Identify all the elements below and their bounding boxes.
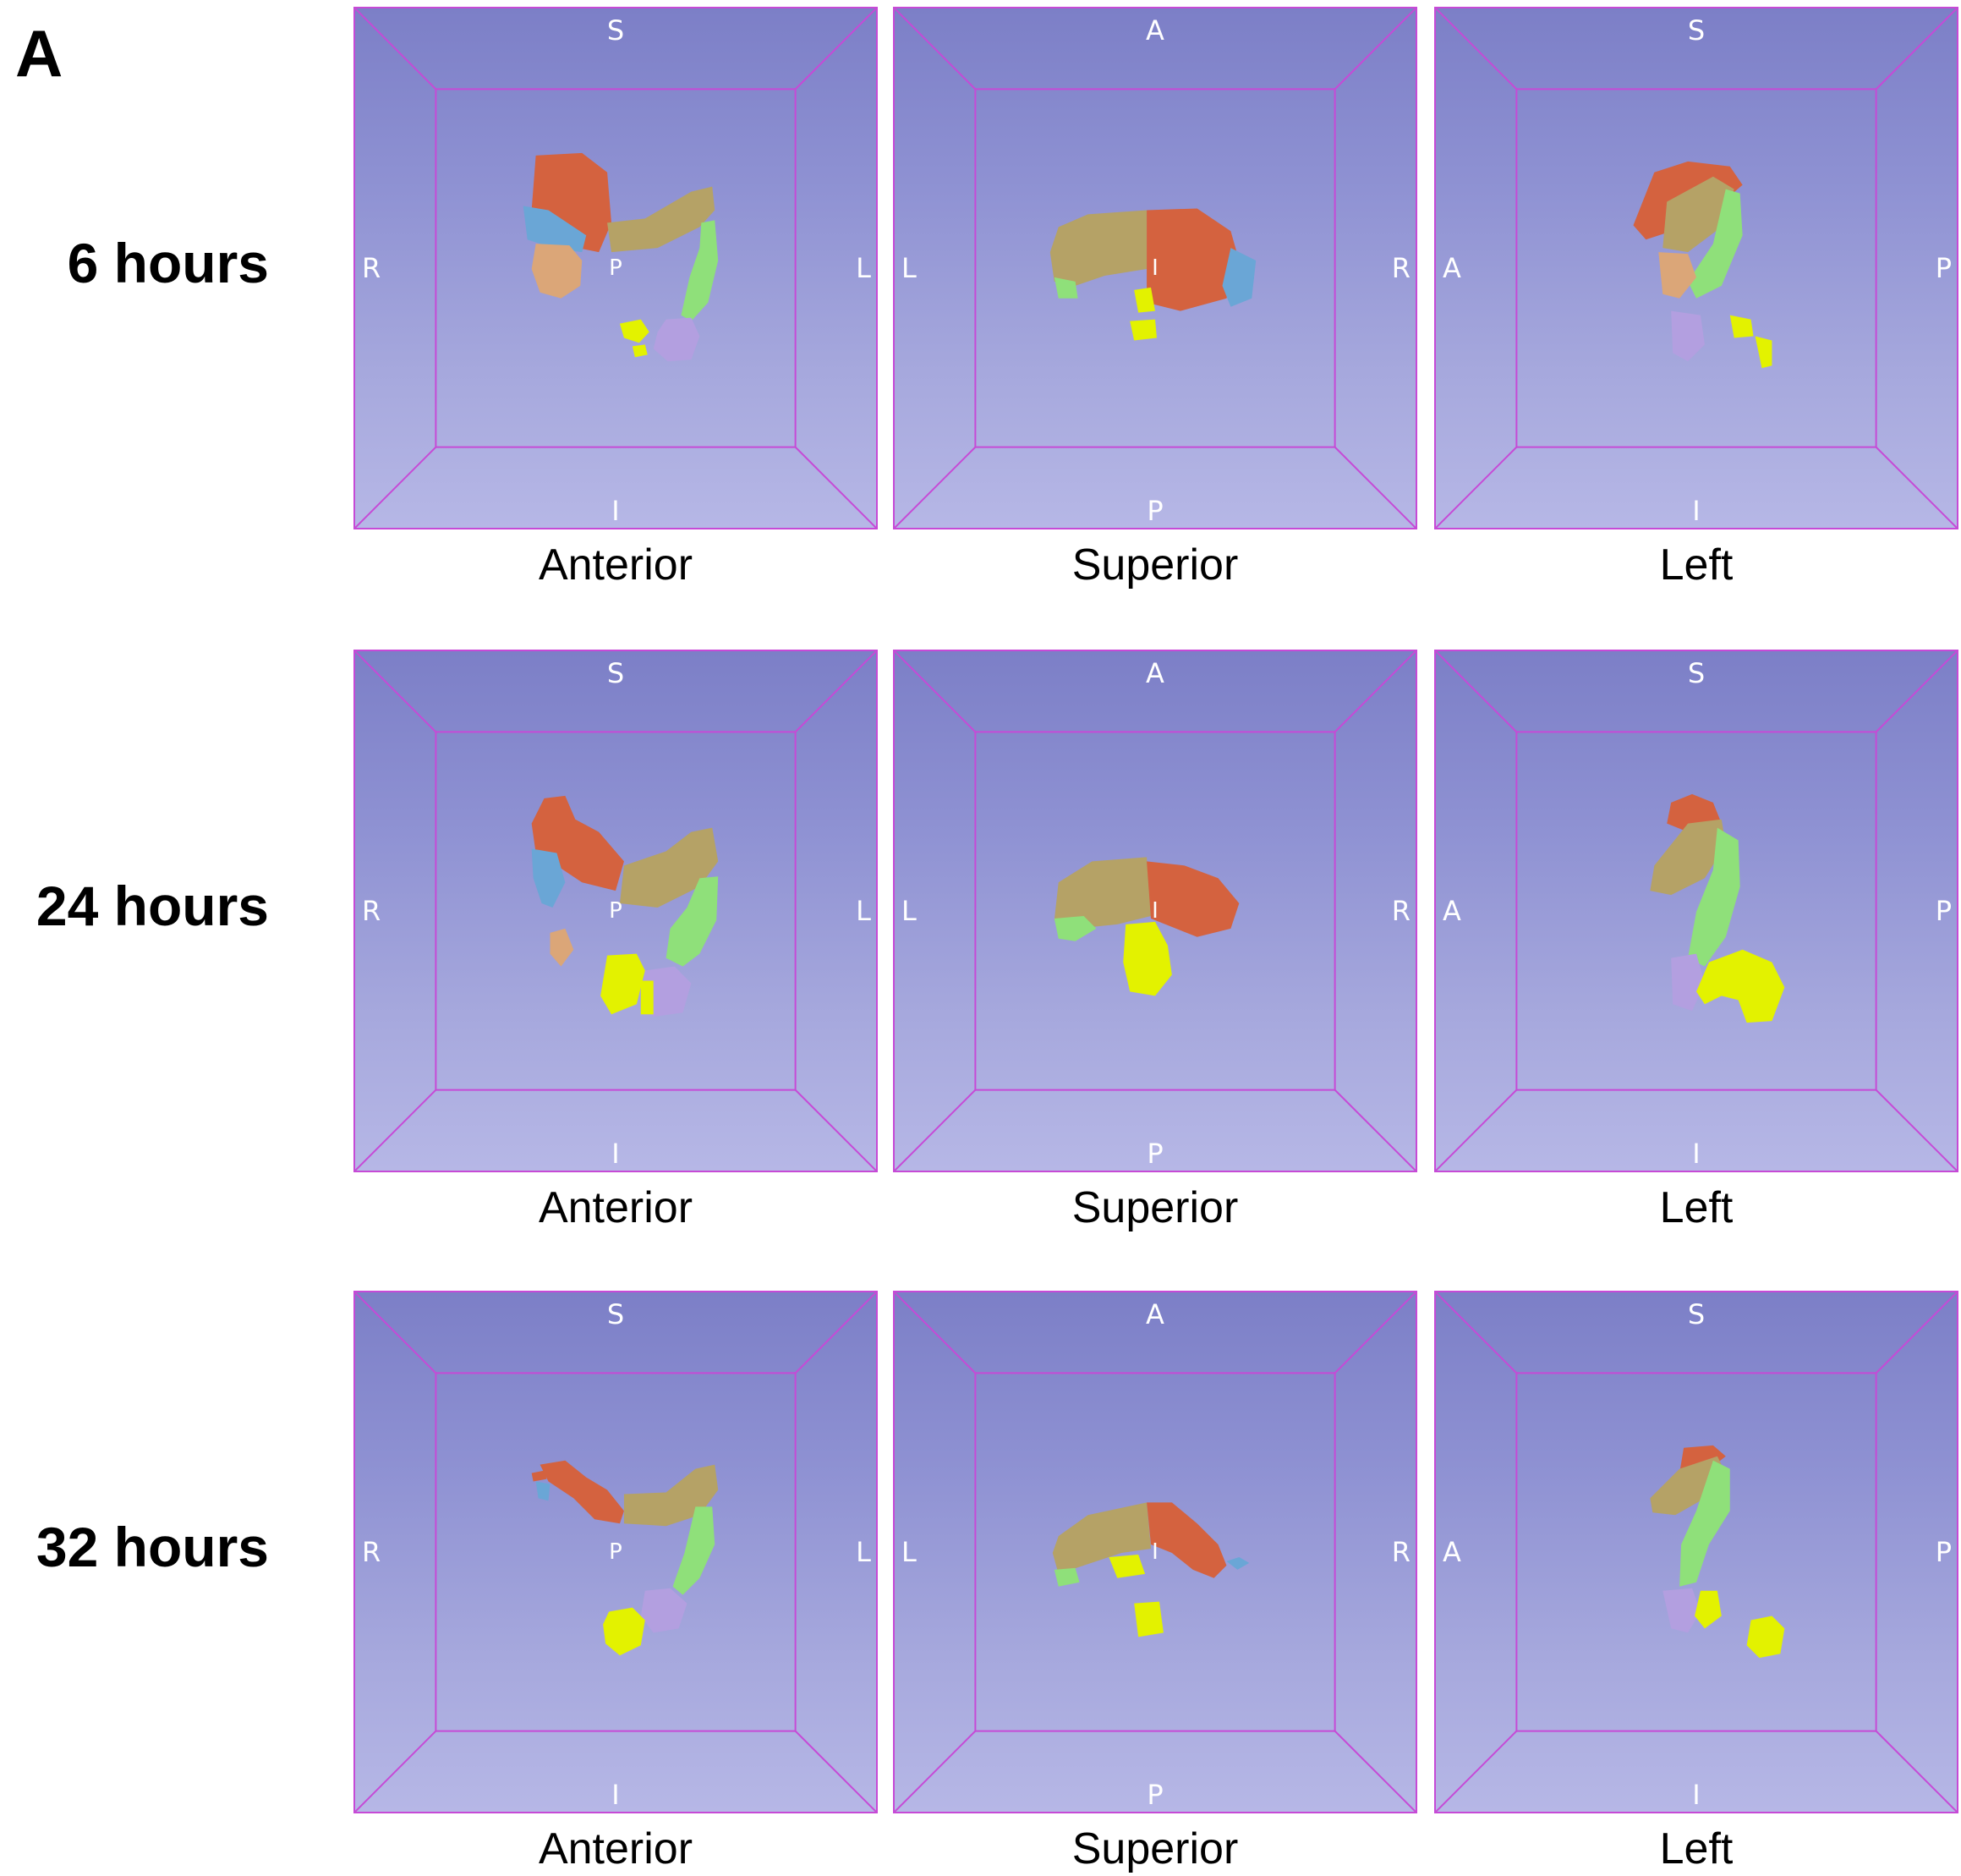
orientation-label-right: L <box>856 895 871 927</box>
segmentation-render <box>531 795 719 1018</box>
orientation-label-right: R <box>1391 252 1410 284</box>
view-32h-left: S I A P <box>1434 1291 1958 1813</box>
orientation-label-bottom: P <box>1147 1779 1164 1811</box>
perspective-frame <box>1436 1292 1957 1812</box>
orientation-label-bottom: I <box>1692 1779 1701 1811</box>
orientation-label-top: S <box>606 657 625 689</box>
view-32h-superior: A P L R I <box>893 1291 1417 1813</box>
orientation-label-left: R <box>362 1536 381 1568</box>
view-caption: Superior <box>1071 1824 1239 1873</box>
orientation-label-top: S <box>1687 1298 1706 1330</box>
view-caption: Left <box>1659 1824 1734 1873</box>
view-caption: Anterior <box>538 1183 693 1232</box>
orientation-label-top: A <box>1146 1298 1164 1330</box>
row-label-32-hours: 32 hours <box>36 1516 269 1578</box>
orientation-label-left: L <box>901 252 917 284</box>
view-caption: Anterior <box>538 1824 693 1873</box>
view-caption: Left <box>1659 540 1734 590</box>
segmentation-render <box>523 152 719 362</box>
perspective-frame <box>895 651 1416 1171</box>
view-6h-superior: A P L R I <box>893 7 1417 529</box>
view-6h-anterior: S I R L P <box>353 7 878 529</box>
orientation-label-left: L <box>901 1536 917 1568</box>
view-caption: Anterior <box>538 540 693 590</box>
orientation-label-center: I <box>1152 255 1159 281</box>
orientation-label-top: S <box>1687 657 1706 689</box>
segmentation-render <box>531 1460 719 1656</box>
perspective-frame <box>895 1292 1416 1812</box>
orientation-label-center: P <box>609 898 622 924</box>
orientation-label-right: P <box>1935 1536 1952 1568</box>
orientation-label-center: I <box>1152 898 1159 924</box>
orientation-label-right: L <box>856 252 871 284</box>
orientation-label-right: R <box>1391 1536 1410 1568</box>
segmentation-render <box>1054 857 1240 996</box>
orientation-label-bottom: P <box>1147 1138 1164 1170</box>
orientation-label-right: P <box>1935 252 1952 284</box>
orientation-label-bottom: I <box>611 1779 620 1811</box>
orientation-label-center: I <box>1152 1539 1159 1565</box>
panel-letter: A <box>15 16 63 91</box>
orientation-label-left: R <box>362 895 381 927</box>
orientation-label-right: R <box>1391 895 1410 927</box>
view-caption: Superior <box>1071 1183 1239 1232</box>
orientation-label-center: P <box>609 255 622 281</box>
orientation-label-left: R <box>362 252 381 284</box>
segmentation-render <box>1650 793 1785 1023</box>
orientation-label-top: A <box>1146 657 1164 689</box>
view-6h-left: S I A P <box>1434 7 1958 529</box>
orientation-label-right: P <box>1935 895 1952 927</box>
perspective-frame <box>895 8 1416 528</box>
perspective-frame <box>1436 8 1957 528</box>
orientation-label-top: S <box>606 1298 625 1330</box>
perspective-frame <box>1436 651 1957 1171</box>
orientation-label-center: P <box>609 1539 622 1565</box>
orientation-label-left: L <box>901 895 917 927</box>
view-caption: Superior <box>1071 540 1239 590</box>
view-24h-superior: A P L R I <box>893 650 1417 1172</box>
perspective-frame <box>355 8 876 528</box>
row-label-6-hours: 6 hours <box>67 232 269 294</box>
segmentation-render <box>1049 208 1257 341</box>
segmentation-render <box>1633 161 1772 369</box>
view-32h-anterior: S I R L P <box>353 1291 878 1813</box>
orientation-label-top: S <box>606 14 625 47</box>
orientation-label-left: A <box>1443 252 1461 284</box>
orientation-label-bottom: I <box>611 1138 620 1170</box>
view-24h-anterior: S I R L P <box>353 650 878 1172</box>
perspective-frame <box>355 1292 876 1812</box>
segmentation-render <box>1052 1502 1250 1637</box>
orientation-label-bottom: P <box>1147 495 1164 527</box>
orientation-label-left: A <box>1443 1536 1461 1568</box>
view-24h-left: S I A P <box>1434 650 1958 1172</box>
orientation-label-top: S <box>1687 14 1706 47</box>
orientation-label-bottom: I <box>611 495 620 527</box>
orientation-label-right: L <box>856 1536 871 1568</box>
perspective-frame <box>355 651 876 1171</box>
orientation-label-bottom: I <box>1692 1138 1701 1170</box>
orientation-label-left: A <box>1443 895 1461 927</box>
view-caption: Left <box>1659 1183 1734 1232</box>
segmentation-render <box>1650 1445 1785 1659</box>
row-label-24-hours: 24 hours <box>36 875 269 937</box>
orientation-label-top: A <box>1146 14 1164 47</box>
orientation-label-bottom: I <box>1692 495 1701 527</box>
